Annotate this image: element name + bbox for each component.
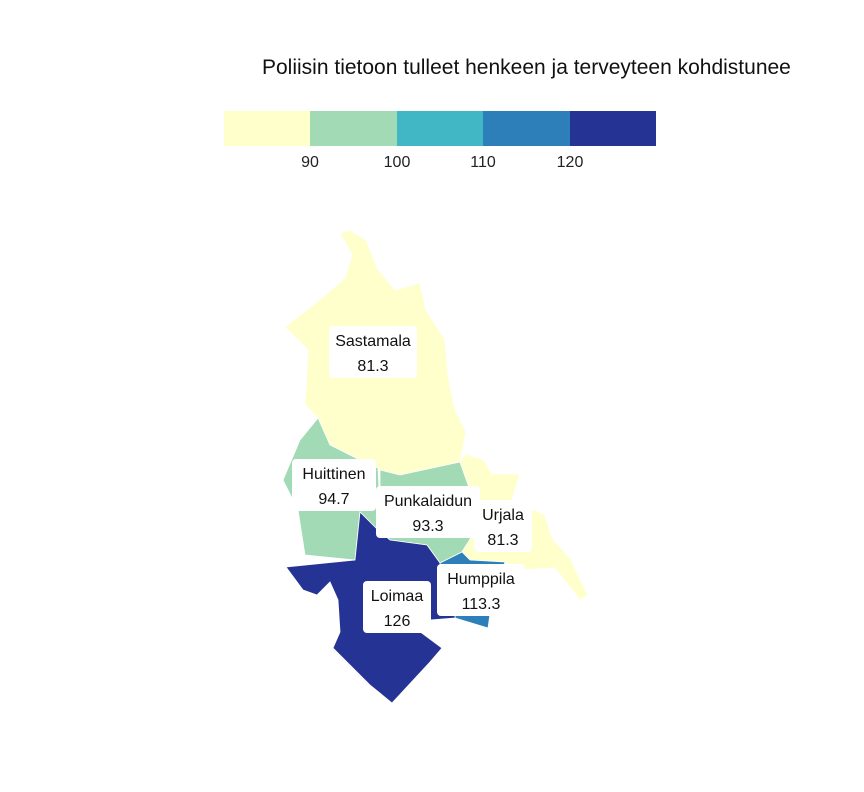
label-punkalaidun: Punkalaidun 93.3 (376, 486, 480, 538)
legend-tick-90: 90 (301, 154, 319, 171)
label-huittinen: Huittinen 94.7 (292, 459, 376, 511)
label-urjala: Urjala 81.3 (474, 500, 532, 552)
legend-tick-110: 110 (470, 154, 496, 171)
legend-tick-100: 100 (383, 154, 411, 171)
label-punkalaidun-name: Punkalaidun (384, 493, 472, 510)
label-loimaa-name: Loimaa (371, 588, 424, 605)
label-humppila: Humppila 113.3 (437, 564, 525, 616)
label-urjala-value: 81.3 (487, 532, 518, 549)
label-sastamala-value: 81.3 (357, 358, 388, 375)
color-legend (224, 111, 656, 146)
label-loimaa-value: 126 (384, 613, 411, 630)
legend-swatch-1 (224, 111, 311, 146)
label-urjala-name: Urjala (482, 507, 524, 524)
label-sastamala: Sastamala 81.3 (329, 326, 417, 378)
legend-swatch-4 (483, 111, 570, 146)
legend-swatch-3 (396, 111, 484, 146)
label-sastamala-name: Sastamala (335, 333, 411, 350)
label-loimaa: Loimaa 126 (363, 581, 431, 633)
map-title: Poliisin tietoon tulleet henkeen ja terv… (262, 56, 791, 79)
legend-tick-120: 120 (556, 154, 584, 171)
label-huittinen-value: 94.7 (318, 491, 349, 508)
label-punkalaidun-value: 93.3 (412, 518, 443, 535)
label-huittinen-name: Huittinen (302, 466, 365, 483)
label-humppila-value: 113.3 (462, 596, 501, 613)
legend-swatch-2 (310, 111, 397, 146)
legend-swatch-5 (569, 111, 656, 146)
label-humppila-name: Humppila (447, 571, 515, 588)
